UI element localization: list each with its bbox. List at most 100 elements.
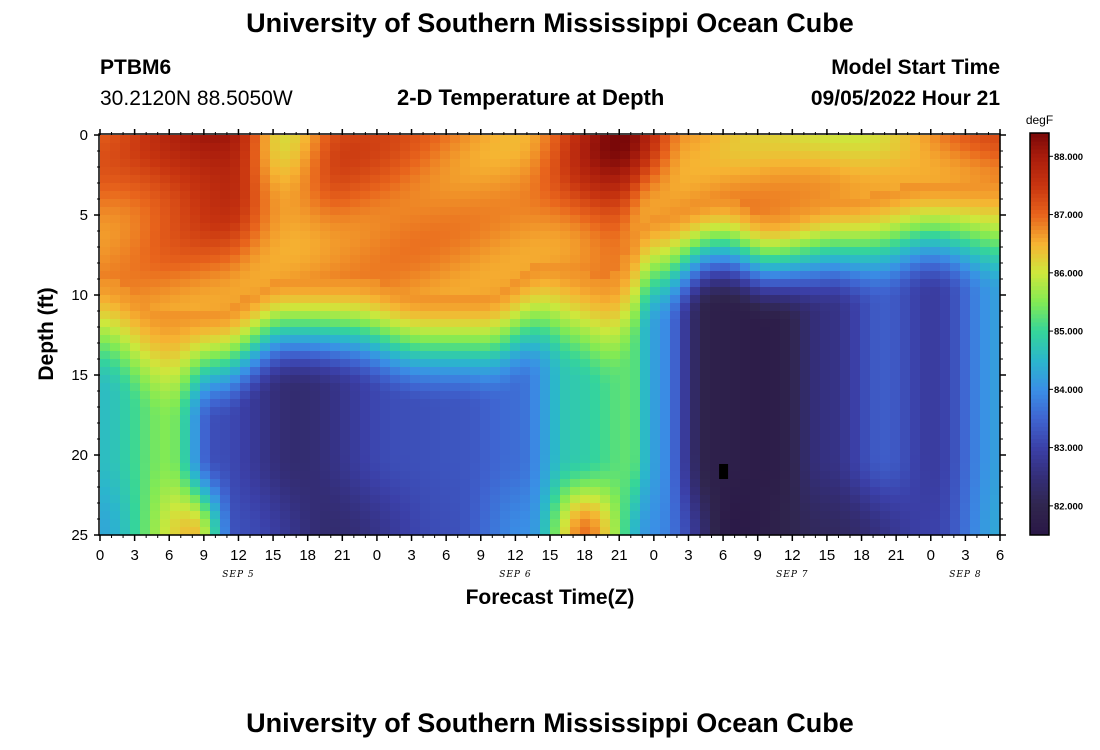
- heatmap-cell: [190, 415, 201, 424]
- heatmap-cell: [940, 215, 951, 224]
- heatmap-cell: [570, 415, 581, 424]
- heatmap-cell: [110, 279, 121, 288]
- heatmap-cell: [330, 311, 341, 320]
- heatmap-cell: [850, 479, 861, 488]
- heatmap-cell: [680, 343, 691, 352]
- heatmap-cell: [850, 407, 861, 416]
- heatmap-cell: [550, 143, 561, 152]
- x-tick-label: 0: [927, 547, 935, 564]
- heatmap-cell: [120, 367, 131, 376]
- heatmap-cell: [990, 199, 1001, 208]
- heatmap-cell: [980, 439, 991, 448]
- heatmap-cell: [390, 439, 401, 448]
- heatmap-cell: [380, 527, 391, 536]
- heatmap-cell: [270, 319, 281, 328]
- heatmap-cell: [620, 151, 631, 160]
- heatmap-cell: [340, 431, 351, 440]
- heatmap-cell: [660, 463, 671, 472]
- heatmap-cell: [190, 447, 201, 456]
- heatmap-cell: [900, 167, 911, 176]
- heatmap-cell: [260, 247, 271, 256]
- heatmap-cell: [350, 447, 361, 456]
- heatmap-cell: [760, 135, 771, 144]
- heatmap-cell: [760, 359, 771, 368]
- heatmap-cell: [290, 495, 301, 504]
- heatmap-cell: [230, 423, 241, 432]
- heatmap-cell: [800, 415, 811, 424]
- heatmap-cell: [540, 335, 551, 344]
- heatmap-cell: [420, 407, 431, 416]
- heatmap-cell: [280, 263, 291, 272]
- heatmap-cell: [260, 135, 271, 144]
- heatmap-cell: [430, 175, 441, 184]
- heatmap-cell: [310, 239, 321, 248]
- heatmap-cell: [130, 215, 141, 224]
- heatmap-cell: [340, 375, 351, 384]
- heatmap-cell: [970, 527, 981, 536]
- heatmap-cell: [630, 431, 641, 440]
- colorbar-segment: [1030, 422, 1049, 427]
- heatmap-cell: [360, 463, 371, 472]
- heatmap-cell: [940, 471, 951, 480]
- heatmap-cell: [110, 399, 121, 408]
- heatmap-cell: [300, 463, 311, 472]
- heatmap-cell: [260, 151, 271, 160]
- heatmap-cell: [630, 207, 641, 216]
- heatmap-cell: [920, 495, 931, 504]
- heatmap-cell: [440, 351, 451, 360]
- heatmap-cell: [160, 391, 171, 400]
- heatmap-cell: [240, 463, 251, 472]
- heatmap-cell: [950, 255, 961, 264]
- heatmap-cell: [380, 319, 391, 328]
- heatmap-cell: [810, 519, 821, 528]
- heatmap-cell: [810, 167, 821, 176]
- heatmap-cell: [730, 175, 741, 184]
- heatmap-cell: [510, 367, 521, 376]
- heatmap-cell: [330, 319, 341, 328]
- heatmap-cell: [710, 519, 721, 528]
- heatmap-cell: [300, 151, 311, 160]
- heatmap-cell: [130, 279, 141, 288]
- heatmap-cell: [260, 471, 271, 480]
- heatmap-cell: [980, 375, 991, 384]
- heatmap-cell: [810, 471, 821, 480]
- heatmap-cell: [160, 415, 171, 424]
- heatmap-cell: [980, 191, 991, 200]
- heatmap-cell: [120, 159, 131, 168]
- heatmap-cell: [540, 407, 551, 416]
- heatmap-cell: [660, 167, 671, 176]
- heatmap-cell: [610, 247, 621, 256]
- heatmap-cell: [610, 399, 621, 408]
- heatmap-cell: [120, 279, 131, 288]
- heatmap-cell: [840, 407, 851, 416]
- heatmap-cell: [970, 263, 981, 272]
- heatmap-cell: [890, 527, 901, 536]
- heatmap-cell: [410, 343, 421, 352]
- heatmap-cell: [210, 503, 221, 512]
- heatmap-cell: [250, 143, 261, 152]
- heatmap-cell: [320, 271, 331, 280]
- heatmap-cell: [440, 143, 451, 152]
- heatmap-cell: [450, 495, 461, 504]
- heatmap-cell: [670, 167, 681, 176]
- heatmap-cell: [550, 303, 561, 312]
- heatmap-cell: [960, 487, 971, 496]
- heatmap-cell: [520, 279, 531, 288]
- heatmap-cell: [530, 383, 541, 392]
- heatmap-cell: [250, 167, 261, 176]
- heatmap-cell: [970, 319, 981, 328]
- heatmap-cell: [360, 183, 371, 192]
- heatmap-cell: [430, 287, 441, 296]
- heatmap-cell: [760, 207, 771, 216]
- heatmap-cell: [680, 279, 691, 288]
- heatmap-cell: [750, 367, 761, 376]
- heatmap-cell: [870, 303, 881, 312]
- heatmap-cell: [570, 215, 581, 224]
- heatmap-cell: [210, 159, 221, 168]
- heatmap-cell: [620, 319, 631, 328]
- heatmap-cell: [140, 487, 151, 496]
- heatmap-cell: [680, 407, 691, 416]
- heatmap-cell: [770, 495, 781, 504]
- heatmap-cell: [620, 415, 631, 424]
- heatmap-cell: [760, 263, 771, 272]
